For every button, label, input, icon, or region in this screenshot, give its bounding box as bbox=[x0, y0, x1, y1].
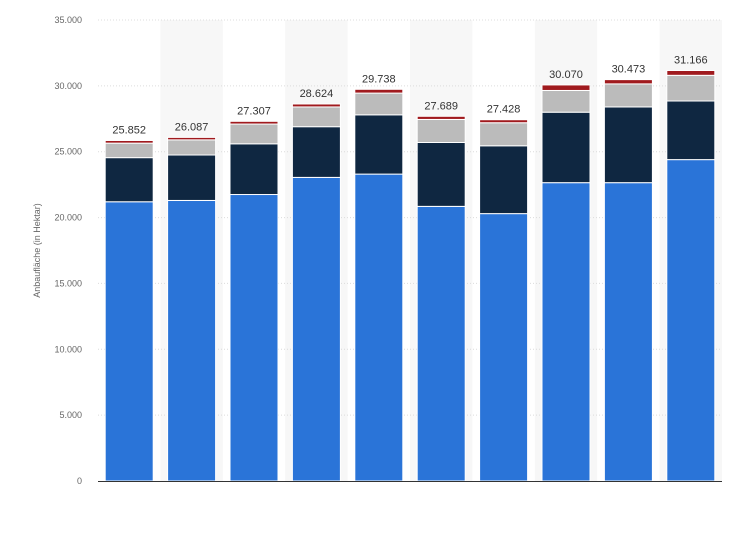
bar-segment-4 bbox=[291, 103, 341, 108]
bar-segment-4 bbox=[104, 139, 154, 144]
bar-segment-2 bbox=[416, 141, 466, 207]
bar-segment-3 bbox=[541, 89, 591, 113]
bar-segment-3 bbox=[229, 123, 279, 145]
total-data-label: 30.070 bbox=[549, 69, 583, 81]
total-data-label: 25.852 bbox=[112, 124, 146, 136]
bar-segment-1 bbox=[541, 182, 591, 482]
bar-segment-3 bbox=[479, 122, 529, 147]
bar-segment-2 bbox=[291, 126, 341, 178]
total-data-label: 29.738 bbox=[362, 73, 396, 85]
bar-segment-4 bbox=[167, 136, 217, 141]
y-tick-label: 25.000 bbox=[54, 147, 82, 157]
bar-segment-4 bbox=[479, 119, 529, 124]
y-tick-label: 5.000 bbox=[59, 410, 82, 420]
total-data-label: 28.624 bbox=[300, 88, 334, 100]
y-tick-label: 35.000 bbox=[54, 15, 82, 25]
bar-segment-3 bbox=[104, 142, 154, 159]
bar-segment-1 bbox=[229, 194, 279, 482]
bar-segment-1 bbox=[416, 205, 466, 482]
bar-segment-3 bbox=[167, 139, 217, 156]
bar-segment-4 bbox=[603, 79, 653, 85]
bar-segment-2 bbox=[666, 100, 716, 161]
bar-segment-3 bbox=[603, 83, 653, 108]
y-tick-label: 15.000 bbox=[54, 278, 82, 288]
total-data-label: 27.689 bbox=[424, 100, 458, 112]
bar-segment-3 bbox=[416, 118, 466, 143]
bar-segment-4 bbox=[229, 120, 279, 125]
bar-segment-4 bbox=[541, 84, 591, 91]
y-axis-title: Anbaufläche (in Hektar) bbox=[32, 203, 42, 298]
bar-segment-3 bbox=[291, 106, 341, 128]
bar-segment-4 bbox=[416, 115, 466, 120]
bar-segment-1 bbox=[603, 182, 653, 482]
bar-segment-4 bbox=[666, 69, 716, 76]
total-data-label: 31.166 bbox=[674, 54, 708, 66]
bar-segment-3 bbox=[354, 92, 404, 116]
bar-segment-3 bbox=[666, 74, 716, 102]
y-tick-label: 30.000 bbox=[54, 81, 82, 91]
bar-segment-1 bbox=[291, 176, 341, 482]
bar-segment-1 bbox=[354, 173, 404, 482]
bars bbox=[104, 69, 716, 482]
bar-segment-1 bbox=[104, 201, 154, 482]
y-tick-label: 0 bbox=[77, 476, 82, 486]
y-axis-ticks: 0 5.000 10.000 15.000 20.000 25.000 30.000 35.0… bbox=[54, 15, 82, 486]
bar-segment-2 bbox=[479, 145, 529, 215]
bar-segment-2 bbox=[104, 157, 154, 203]
total-data-label: 26.087 bbox=[175, 121, 209, 133]
bar-segment-1 bbox=[666, 159, 716, 482]
bar-segment-2 bbox=[603, 106, 653, 184]
total-data-label: 27.307 bbox=[237, 105, 271, 117]
bar-segment-1 bbox=[479, 213, 529, 482]
total-data-label: 27.428 bbox=[487, 104, 521, 116]
bar-segment-2 bbox=[167, 154, 217, 201]
y-tick-label: 10.000 bbox=[54, 344, 82, 354]
bar-segment-2 bbox=[354, 114, 404, 175]
bar-segment-2 bbox=[541, 111, 591, 184]
y-tick-label: 20.000 bbox=[54, 213, 82, 223]
bar-segment-1 bbox=[167, 199, 217, 482]
total-data-label: 30.473 bbox=[612, 64, 646, 76]
bar-segment-4 bbox=[354, 88, 404, 94]
bar-segment-2 bbox=[229, 143, 279, 196]
total-labels: 25.852 26.087 27.307 28.624 29.738 27.689 27.4… bbox=[112, 54, 707, 136]
